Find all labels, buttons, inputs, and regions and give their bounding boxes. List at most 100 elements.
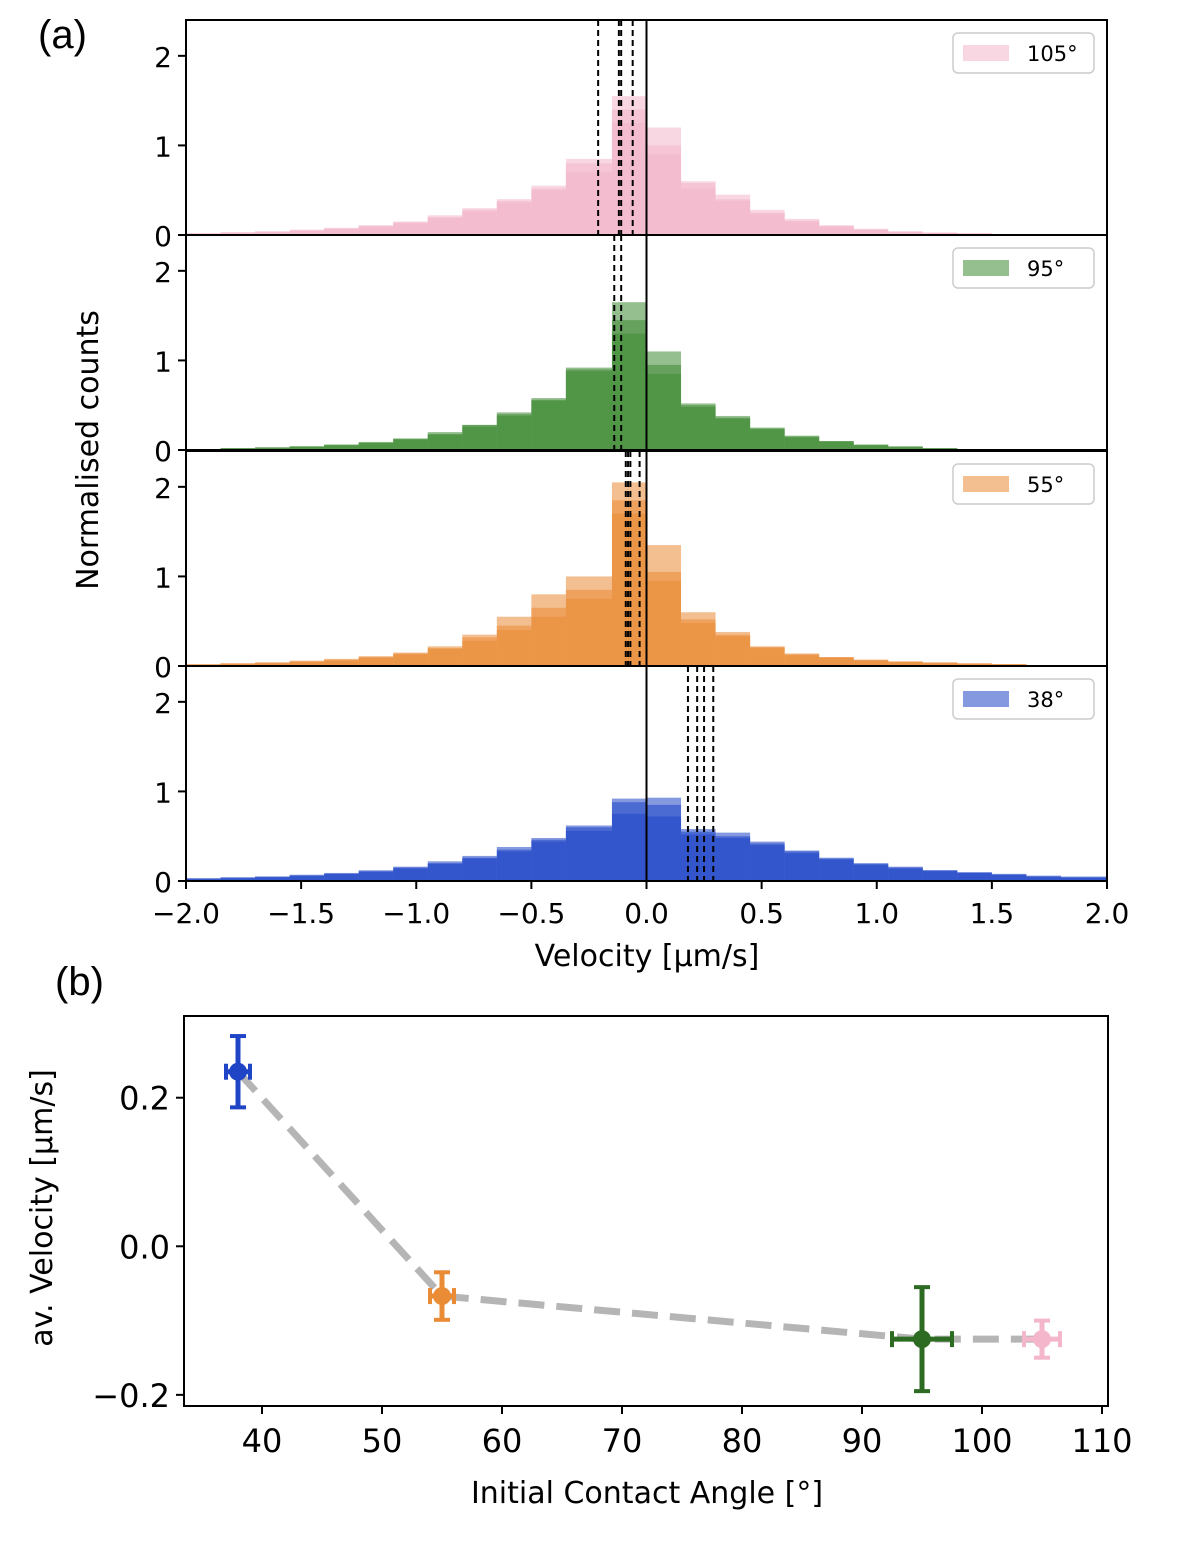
histogram-bar <box>646 580 682 666</box>
histogram-bar <box>255 232 290 235</box>
data-point-group <box>890 1285 954 1394</box>
histogram-bar <box>565 830 612 881</box>
histogram-bar <box>819 859 854 881</box>
histogram-bar <box>220 878 256 881</box>
histogram-bar <box>957 872 992 881</box>
histogram-bar <box>565 598 612 666</box>
histogram-bar <box>289 446 325 450</box>
x-tick-label: −1.5 <box>267 897 335 930</box>
histogram-bar <box>324 445 359 450</box>
legend-label: 38° <box>1027 688 1064 712</box>
legend: 38° <box>952 678 1095 720</box>
histogram-bar <box>496 630 532 666</box>
histogram-bar <box>1026 876 1061 881</box>
histogram-bar <box>324 873 359 881</box>
legend-box <box>952 247 1095 289</box>
histogram-x-axis-label: Velocity [μm/s] <box>535 939 760 974</box>
y-tick-label: 0 <box>154 435 172 468</box>
y-tick-label: 0 <box>154 651 172 684</box>
histogram-bar <box>289 875 325 881</box>
histogram-bar <box>393 654 428 666</box>
histogram-panel: 0 1 2 105° 0 1 2 95° 0 1 2 55° 0 1 2 38° −2.0 −1.5 −1.0 −0.… <box>152 19 1129 930</box>
histogram-bar <box>715 200 751 235</box>
data-point <box>229 1062 247 1081</box>
histogram-bar <box>427 217 463 235</box>
y-tick-label: 0.2 <box>119 1080 170 1118</box>
histogram-bar <box>681 188 716 235</box>
histogram-bar <box>427 863 463 881</box>
histogram-bar <box>646 373 682 450</box>
x-tick-label: 1.0 <box>854 897 899 930</box>
y-tick-label: 1 <box>154 561 172 594</box>
histogram-bar <box>496 202 532 235</box>
histogram-bar <box>853 445 889 450</box>
histogram-bar <box>531 190 566 235</box>
x-tick-label: −2.0 <box>152 897 220 930</box>
histogram-bar <box>784 437 820 450</box>
legend-swatch <box>963 260 1009 276</box>
histogram-bar <box>255 663 290 666</box>
histogram-bar <box>358 872 394 881</box>
histogram-bar <box>853 229 889 235</box>
legend-swatch <box>963 45 1009 61</box>
histogram-bar <box>565 367 612 450</box>
x-tick-label: 0.5 <box>739 897 784 930</box>
data-point-group <box>428 1270 456 1322</box>
histogram-bar <box>888 447 923 450</box>
x-tick-label: 100 <box>951 1422 1012 1460</box>
histogram-bar <box>531 400 566 450</box>
histogram-bar <box>611 513 647 666</box>
histogram-bar <box>819 441 854 450</box>
trend-line <box>235 1069 1042 1343</box>
histogram-bar <box>853 864 889 881</box>
histogram-bar <box>681 623 716 666</box>
histogram-bar <box>393 223 428 235</box>
histogram-bar <box>646 816 682 881</box>
histogram-bar <box>496 851 532 881</box>
histogram-subplot-0: 0 1 2 105° <box>154 19 1108 253</box>
histogram-bar <box>462 858 497 881</box>
panel-a-label: (a) <box>38 13 87 57</box>
histogram-bar <box>922 663 958 666</box>
legend: 95° <box>952 247 1095 289</box>
histogram-bar <box>715 636 751 666</box>
histogram-bar <box>427 434 463 450</box>
histogram-bar <box>819 226 854 235</box>
legend: 105° <box>952 32 1095 74</box>
y-tick-label: 1 <box>154 130 172 163</box>
data-point <box>913 1330 931 1349</box>
histogram-bar <box>393 439 428 450</box>
histogram-bar <box>462 211 497 235</box>
data-point-group <box>224 1034 252 1110</box>
histogram-bar <box>255 877 290 881</box>
y-tick-label: 2 <box>154 256 172 289</box>
x-tick-label: 40 <box>242 1422 283 1460</box>
x-tick-label: 80 <box>722 1422 763 1460</box>
x-tick-label: 1.5 <box>970 897 1015 930</box>
legend-box <box>952 463 1095 505</box>
histogram-bar <box>646 154 682 235</box>
scatter-frame <box>183 1015 1109 1407</box>
histogram-bar <box>991 874 1027 881</box>
histogram-bar <box>784 853 820 881</box>
histogram-bar <box>358 226 394 235</box>
legend-label: 105° <box>1027 42 1078 66</box>
histogram-bar <box>750 213 785 235</box>
histogram-bar <box>784 655 820 666</box>
histogram-bar <box>289 230 325 235</box>
x-tick-label: 90 <box>842 1422 883 1460</box>
histogram-bar <box>611 333 647 450</box>
histogram-bar <box>611 813 647 881</box>
histogram-bar <box>819 657 854 666</box>
histogram-bar <box>358 657 394 666</box>
legend-box <box>952 678 1095 720</box>
y-tick-label: −0.2 <box>92 1377 170 1415</box>
histogram-subplot-1: 0 1 2 95° <box>154 234 1108 468</box>
histogram-bar <box>324 660 359 666</box>
histogram-bar <box>715 418 751 450</box>
legend: 55° <box>952 463 1095 505</box>
histogram-bar <box>888 661 923 666</box>
panel-b-label: (b) <box>55 960 104 1004</box>
histogram-bar <box>427 648 463 666</box>
